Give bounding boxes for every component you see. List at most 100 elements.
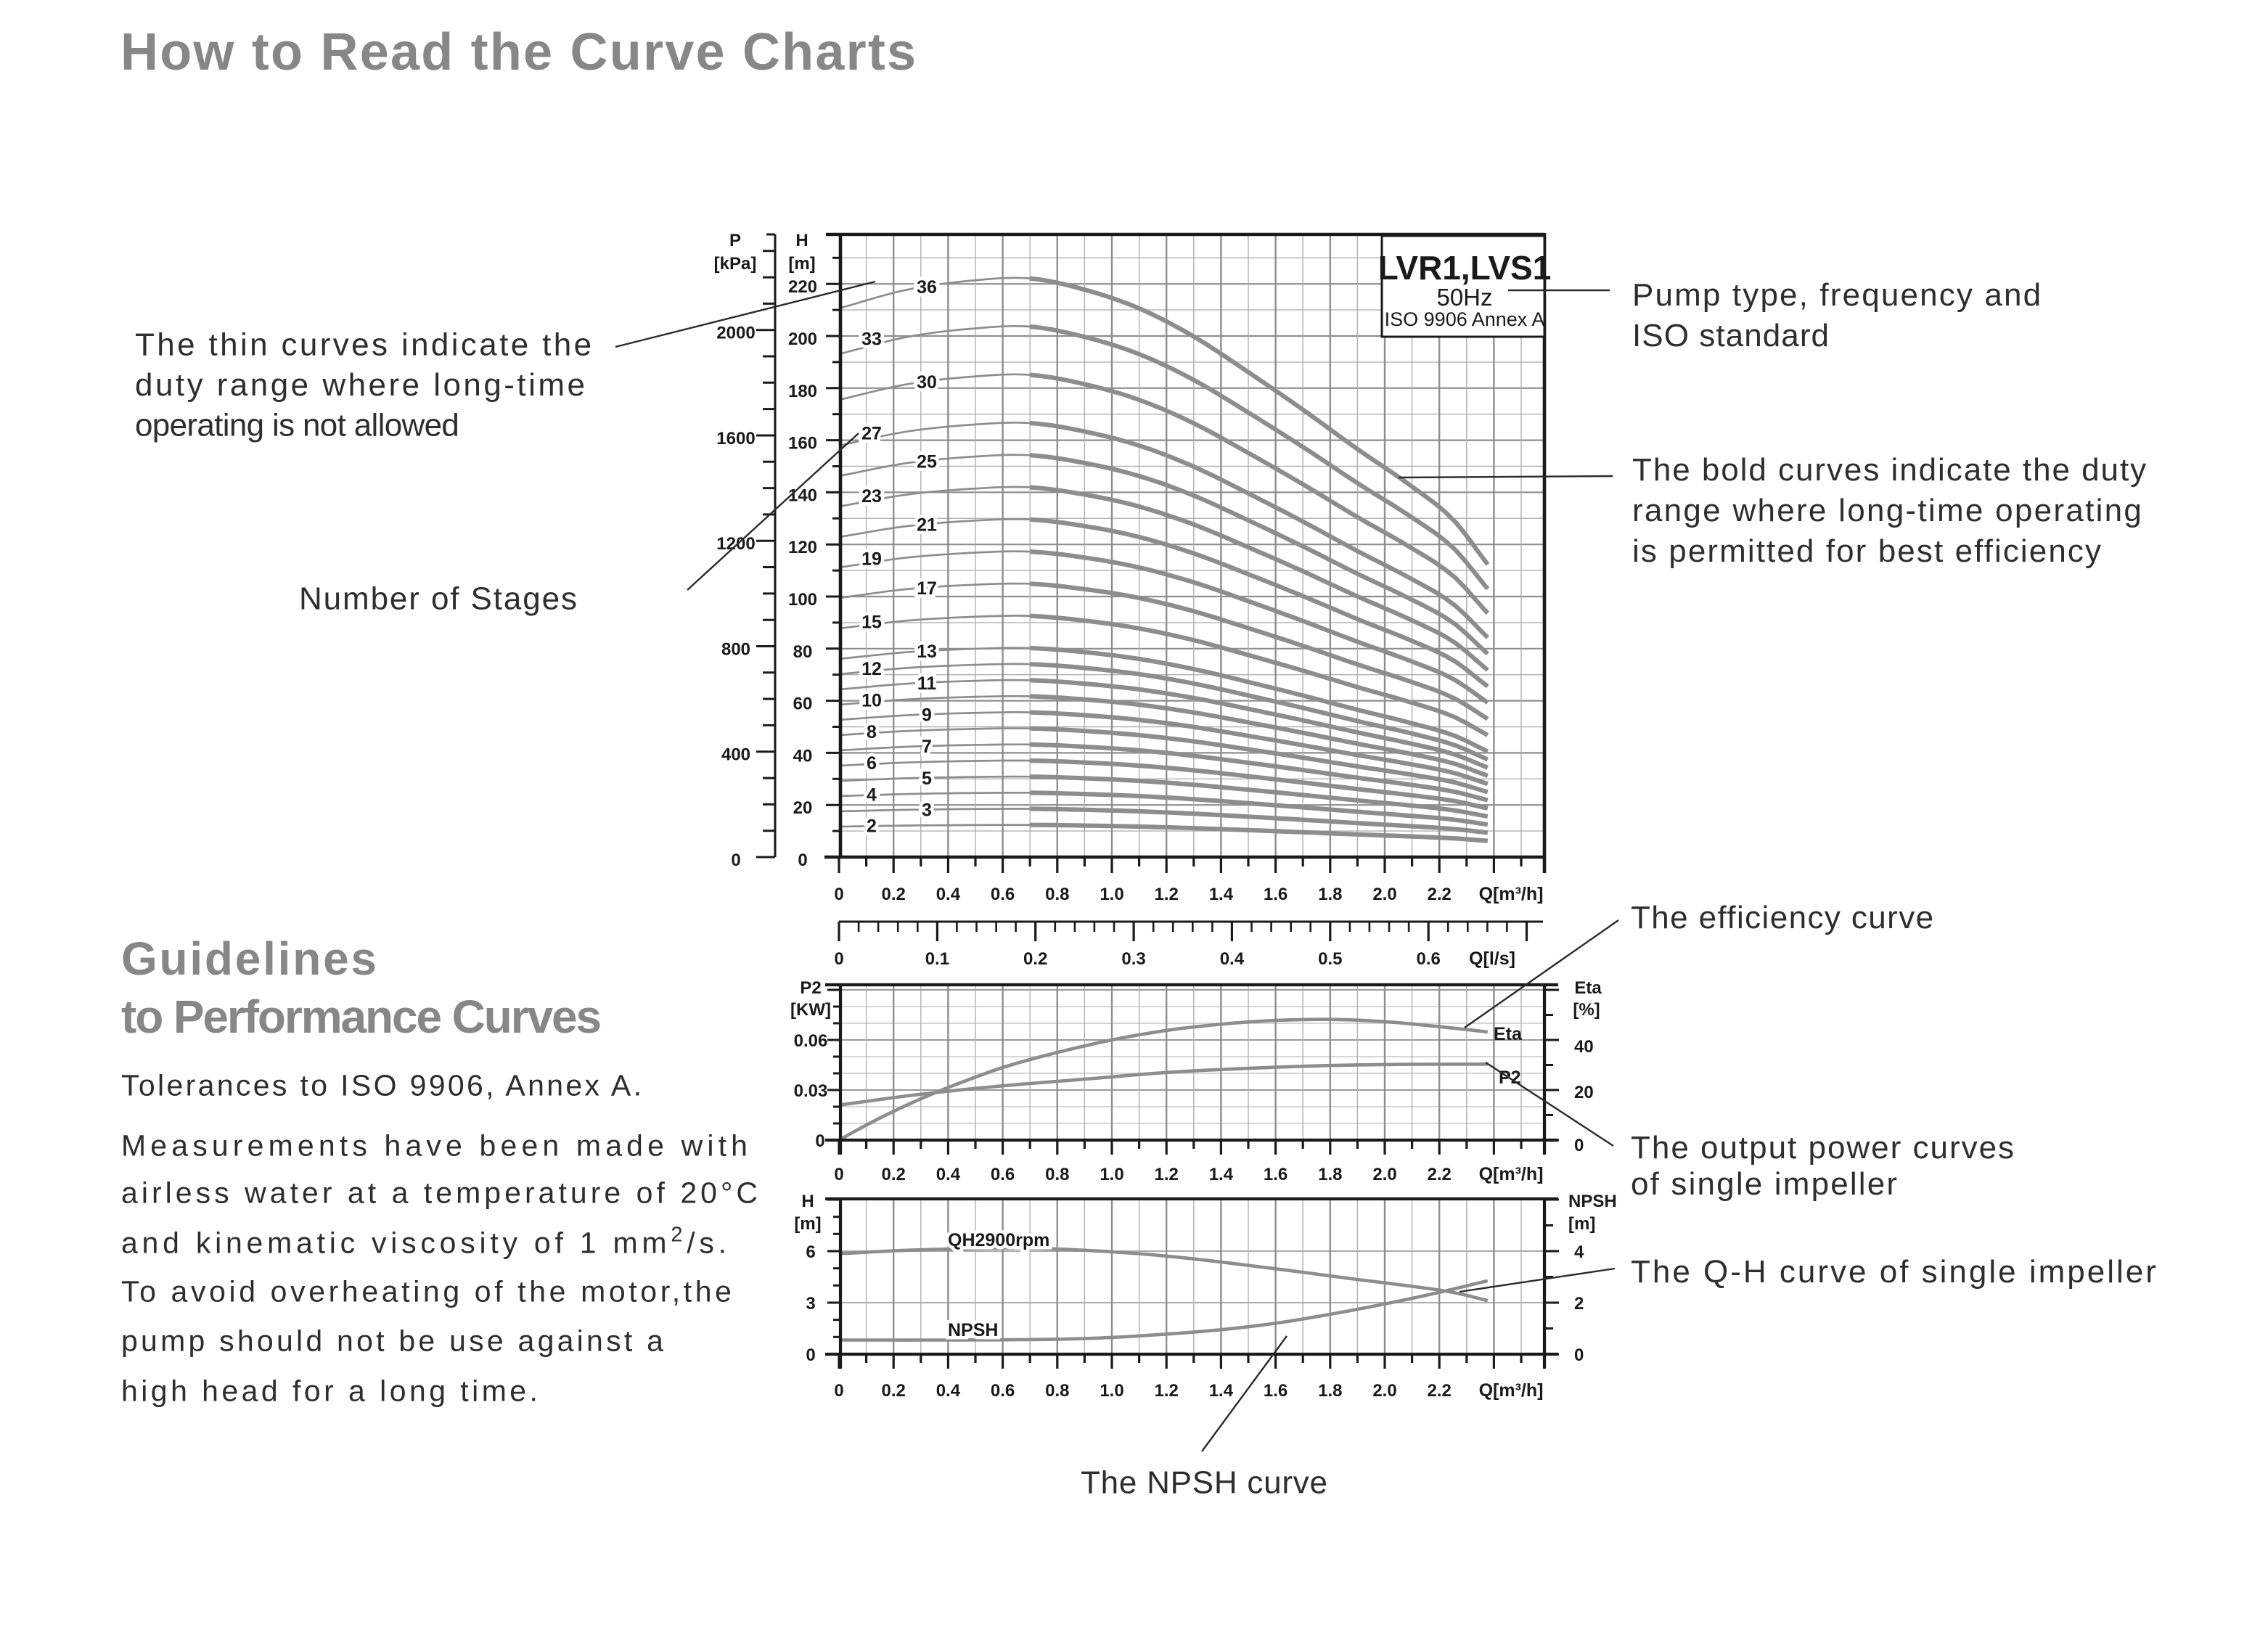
svg-text:6: 6 <box>867 753 877 774</box>
svg-text:Q[m³/h]: Q[m³/h] <box>1479 884 1544 904</box>
svg-text:to Performance Curves: to Performance Curves <box>121 991 600 1043</box>
svg-text:9: 9 <box>922 705 932 726</box>
svg-text:0.6: 0.6 <box>1417 949 1441 969</box>
svg-text:1.8: 1.8 <box>1318 885 1342 904</box>
svg-text:The Q-H curve of single impell: The Q-H curve of single impeller <box>1631 1254 2158 1290</box>
svg-text:0.1: 0.1 <box>925 949 949 969</box>
svg-text:1.4: 1.4 <box>1209 1381 1234 1401</box>
svg-text:[m]: [m] <box>794 1214 821 1234</box>
svg-text:The NPSH curve: The NPSH curve <box>1081 1465 1328 1501</box>
svg-text:0: 0 <box>731 851 740 870</box>
svg-text:0: 0 <box>1574 1136 1584 1155</box>
svg-text:60: 60 <box>793 695 813 714</box>
svg-text:1.6: 1.6 <box>1264 885 1287 904</box>
svg-text:QH2900rpm: QH2900rpm <box>948 1230 1049 1250</box>
svg-text:0: 0 <box>798 851 807 870</box>
svg-text:duty range where long-time: duty range where long-time <box>135 367 587 403</box>
svg-text:1.0: 1.0 <box>1100 885 1123 904</box>
svg-text:180: 180 <box>788 382 817 401</box>
svg-text:0: 0 <box>834 885 843 904</box>
svg-text:The efficiency curve: The efficiency curve <box>1631 900 1934 935</box>
svg-text:50Hz: 50Hz <box>1436 284 1492 311</box>
svg-text:0.03: 0.03 <box>794 1081 828 1101</box>
svg-text:800: 800 <box>721 640 750 660</box>
svg-text:5: 5 <box>922 769 932 789</box>
svg-text:220: 220 <box>788 277 817 297</box>
svg-text:30: 30 <box>917 372 937 393</box>
svg-text:1.4: 1.4 <box>1209 1165 1234 1184</box>
svg-text:H: H <box>795 231 808 250</box>
svg-text:2.2: 2.2 <box>1428 1381 1452 1401</box>
svg-text:0.5: 0.5 <box>1318 949 1342 969</box>
svg-text:Q[m³/h]: Q[m³/h] <box>1479 1380 1544 1401</box>
svg-text:2.0: 2.0 <box>1372 885 1396 904</box>
svg-text:2000: 2000 <box>716 324 755 343</box>
svg-text:0.6: 0.6 <box>991 1165 1015 1184</box>
svg-text:0.8: 0.8 <box>1045 1165 1069 1184</box>
svg-text:0.8: 0.8 <box>1045 885 1069 904</box>
svg-text:0.6: 0.6 <box>991 1381 1015 1401</box>
svg-text:1.2: 1.2 <box>1155 1381 1179 1401</box>
svg-text:13: 13 <box>917 642 937 662</box>
svg-text:2.2: 2.2 <box>1428 885 1452 904</box>
svg-text:1.0: 1.0 <box>1100 1381 1123 1401</box>
svg-text:2: 2 <box>867 816 877 837</box>
svg-text:[m]: [m] <box>1568 1214 1595 1234</box>
svg-text:How to Read the Curve Charts: How to Read the Curve Charts <box>120 23 917 81</box>
svg-text:0: 0 <box>806 1345 815 1365</box>
svg-text:of single impeller: of single impeller <box>1631 1166 1899 1202</box>
svg-text:0: 0 <box>815 1131 824 1151</box>
svg-text:17: 17 <box>917 578 937 599</box>
svg-text:120: 120 <box>788 538 817 557</box>
svg-text:1.4: 1.4 <box>1209 885 1234 904</box>
svg-text:1.2: 1.2 <box>1155 1165 1179 1184</box>
svg-text:8: 8 <box>867 722 877 742</box>
svg-text:7: 7 <box>922 737 932 757</box>
svg-text:is permitted for best efficien: is permitted for best efficiency <box>1632 533 2103 569</box>
svg-text:40: 40 <box>793 746 813 766</box>
svg-text:1.0: 1.0 <box>1100 1165 1123 1184</box>
svg-text:0.6: 0.6 <box>991 885 1015 904</box>
svg-text:80: 80 <box>793 642 813 662</box>
svg-text:19: 19 <box>861 549 882 570</box>
svg-text:[%]: [%] <box>1573 1000 1600 1020</box>
svg-text:0.4: 0.4 <box>936 885 961 904</box>
svg-text:0: 0 <box>1574 1345 1584 1365</box>
svg-text:33: 33 <box>861 329 882 350</box>
svg-text:The thin curves indicate the: The thin curves indicate the <box>135 327 594 363</box>
svg-text:H: H <box>801 1192 814 1211</box>
svg-text:27: 27 <box>861 424 882 444</box>
svg-text:Pump type, frequency and: Pump type, frequency and <box>1632 277 2042 313</box>
svg-text:0.3: 0.3 <box>1121 949 1145 969</box>
svg-text:2.2: 2.2 <box>1428 1165 1452 1184</box>
svg-text:0.06: 0.06 <box>794 1031 828 1051</box>
svg-text:25: 25 <box>917 451 937 472</box>
svg-text:6: 6 <box>806 1242 815 1262</box>
svg-text:LVR1,LVS1: LVR1,LVS1 <box>1378 249 1552 287</box>
svg-text:10: 10 <box>861 691 882 711</box>
svg-text:23: 23 <box>861 486 882 507</box>
svg-text:0.2: 0.2 <box>1023 949 1047 969</box>
svg-text:Eta: Eta <box>1574 978 1602 998</box>
svg-text:1600: 1600 <box>716 429 755 448</box>
svg-text:2.0: 2.0 <box>1372 1381 1396 1401</box>
svg-text:4: 4 <box>1574 1242 1584 1262</box>
svg-text:21: 21 <box>917 515 937 536</box>
svg-text:2: 2 <box>1574 1294 1584 1314</box>
svg-text:Q[l/s]: Q[l/s] <box>1469 949 1515 969</box>
svg-text:Eta: Eta <box>1494 1024 1523 1044</box>
svg-text:ISO standard: ISO standard <box>1632 318 1830 353</box>
svg-text:range where long-time operatin: range where long-time operating <box>1632 493 2143 528</box>
svg-text:11: 11 <box>917 673 937 694</box>
svg-text:high head for a long time.: high head for a long time. <box>121 1375 541 1408</box>
svg-text:100: 100 <box>788 590 817 610</box>
svg-text:1200: 1200 <box>716 534 755 554</box>
svg-text:0.4: 0.4 <box>936 1381 961 1401</box>
svg-text:0.2: 0.2 <box>882 885 906 904</box>
svg-text:3: 3 <box>806 1294 815 1314</box>
svg-text:Tolerances to ISO 9906, Annex: Tolerances to ISO 9906, Annex A. <box>121 1069 644 1102</box>
svg-text:1.8: 1.8 <box>1318 1165 1342 1184</box>
svg-text:ISO 9906 Annex A: ISO 9906 Annex A <box>1385 308 1545 330</box>
svg-text:pump should not be use against: pump should not be use against a <box>121 1324 666 1358</box>
svg-text:36: 36 <box>917 277 937 298</box>
